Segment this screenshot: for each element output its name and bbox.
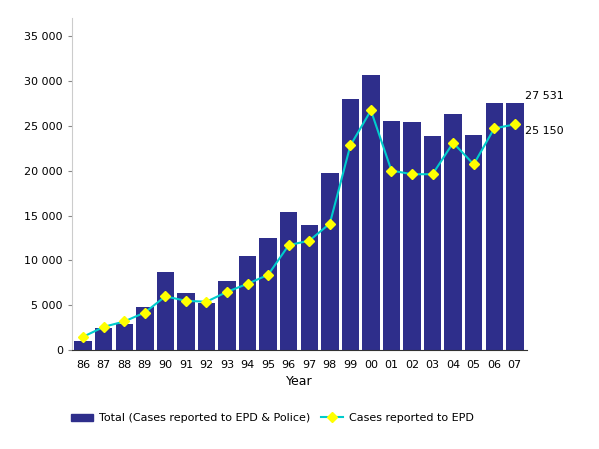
Bar <box>362 75 380 350</box>
Text: 25 150: 25 150 <box>525 126 564 136</box>
Bar <box>74 341 92 350</box>
Bar <box>444 114 462 350</box>
Bar <box>321 173 338 350</box>
Bar <box>301 225 318 350</box>
Legend: Total (Cases reported to EPD & Police), Cases reported to EPD: Total (Cases reported to EPD & Police), … <box>66 409 478 428</box>
Bar <box>157 272 174 350</box>
X-axis label: Year: Year <box>286 375 313 388</box>
Bar <box>341 99 359 350</box>
Bar <box>218 281 236 350</box>
Bar <box>383 121 400 350</box>
Bar <box>177 293 195 350</box>
Bar <box>506 103 524 350</box>
Text: 27 531: 27 531 <box>525 91 564 101</box>
Bar <box>280 212 298 350</box>
Bar <box>259 238 277 350</box>
Bar <box>239 256 256 350</box>
Bar <box>95 328 113 350</box>
Bar <box>465 135 482 350</box>
Bar <box>424 136 441 350</box>
Bar <box>486 103 503 350</box>
Bar <box>116 324 133 350</box>
Bar <box>403 122 420 350</box>
Bar <box>136 307 153 350</box>
Bar <box>198 303 215 350</box>
